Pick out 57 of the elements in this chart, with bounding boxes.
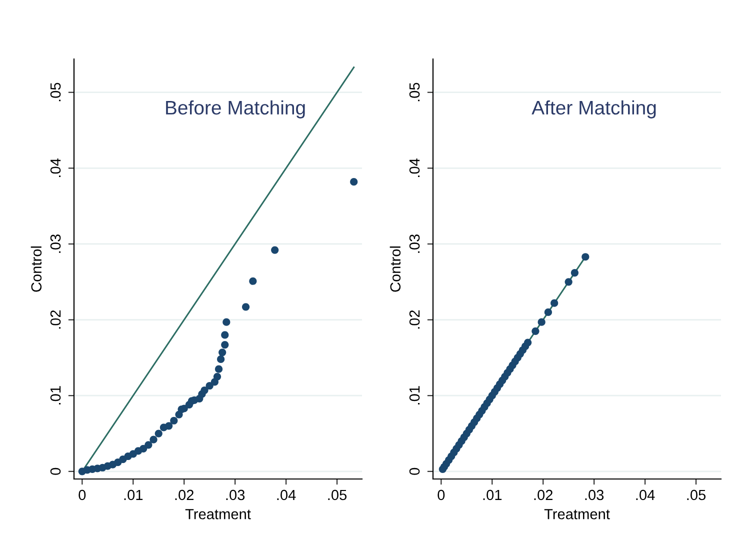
point — [206, 382, 214, 390]
x-tick-label: .04 — [277, 490, 296, 500]
point — [170, 416, 178, 424]
point — [150, 436, 158, 444]
y-axis-title: Control — [390, 246, 401, 292]
x-tick-label: .04 — [636, 490, 655, 500]
point — [582, 253, 590, 261]
point — [570, 268, 579, 277]
y-tick-label: .03 — [409, 234, 420, 253]
y-tick-label: .02 — [50, 310, 61, 329]
y-tick-label: .02 — [409, 310, 420, 329]
point — [550, 299, 558, 307]
point — [524, 338, 532, 346]
point — [538, 318, 546, 326]
point — [200, 386, 208, 394]
point — [154, 430, 162, 438]
y-tick-label: 0 — [50, 468, 61, 475]
point — [217, 355, 225, 364]
x-tick-label: .03 — [585, 490, 604, 500]
y-tick-label: .01 — [409, 386, 420, 404]
y-tick-label: .04 — [50, 158, 61, 177]
point — [144, 441, 152, 449]
point — [544, 308, 552, 316]
x-tick-label: 0 — [78, 490, 86, 500]
point — [213, 372, 222, 380]
y-tick-label: .05 — [50, 82, 61, 102]
point — [221, 331, 229, 339]
x-axis-title: Treatment — [185, 509, 251, 520]
point — [271, 246, 279, 254]
point — [242, 303, 250, 311]
point — [221, 341, 229, 349]
point — [218, 348, 226, 356]
point — [249, 277, 257, 285]
x-tick-label: 0 — [438, 490, 445, 500]
x-tick-label: .01 — [483, 490, 502, 500]
point — [165, 422, 173, 430]
y-tick-label: .04 — [409, 158, 420, 177]
y-axis-title: Control — [30, 246, 42, 292]
point — [350, 178, 358, 186]
x-axis-title: Treatment — [544, 509, 610, 520]
point — [532, 327, 540, 335]
x-tick-label: .02 — [175, 490, 194, 500]
y-tick-label: .01 — [50, 386, 61, 404]
y-tick-label: .05 — [409, 82, 420, 102]
x-tick-label: .01 — [124, 490, 143, 500]
x-tick-label: .03 — [226, 490, 245, 500]
x-tick-label: .02 — [534, 490, 553, 500]
x-tick-label: .05 — [687, 490, 706, 500]
point — [564, 278, 572, 286]
text: Before Matching — [166, 100, 305, 118]
point — [140, 444, 148, 452]
text: After Matching — [532, 100, 656, 118]
y-tick-label: 0 — [409, 468, 420, 475]
x-tick-label: .05 — [328, 490, 347, 500]
point — [214, 365, 223, 373]
point — [222, 318, 230, 326]
y-tick-label: .03 — [50, 234, 61, 253]
